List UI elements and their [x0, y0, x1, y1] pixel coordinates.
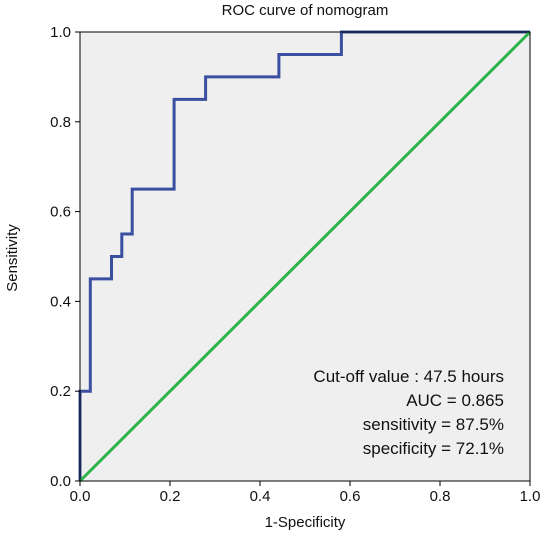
annotation-line: sensitivity = 87.5%: [363, 415, 504, 434]
x-axis: 0.0 0.2 0.4 0.6 0.8 1.0: [70, 481, 541, 505]
y-tick-label: 0.2: [50, 383, 71, 400]
series-line-1: [78, 30, 532, 483]
x-tick-label: 0.0: [70, 488, 91, 505]
annotation-line: AUC = 0.865: [406, 391, 504, 410]
y-axis-title: Sensitivity: [4, 224, 21, 292]
series-line-0: [78, 30, 530, 481]
plot-border: [79, 31, 531, 482]
y-tick-label: 0.0: [50, 473, 71, 490]
y-tick-label: 0.4: [50, 293, 71, 310]
chart-title: ROC curve of nomogram: [222, 2, 389, 19]
x-tick-label: 0.6: [340, 488, 361, 505]
x-tick-label: 1.0: [520, 488, 541, 505]
x-tick-label: 0.8: [430, 488, 451, 505]
annotation-block: Cut-off value : 47.5 hours AUC = 0.865 sen…: [313, 367, 504, 458]
y-tick-label: 0.6: [50, 204, 71, 221]
y-tick-label: 0.8: [50, 114, 71, 131]
x-tick-label: 0.4: [250, 488, 271, 505]
y-axis: 0.0 0.2 0.4 0.6 0.8 1.0: [50, 24, 80, 490]
annotation-line: Cut-off value : 47.5 hours: [313, 367, 504, 386]
x-axis-title: 1-Specificity: [265, 514, 346, 531]
x-tick-label: 0.2: [160, 488, 181, 505]
series-layer: [78, 30, 532, 483]
annotation-line: specificity = 72.1%: [363, 439, 504, 458]
y-tick-label: 1.0: [50, 24, 71, 41]
